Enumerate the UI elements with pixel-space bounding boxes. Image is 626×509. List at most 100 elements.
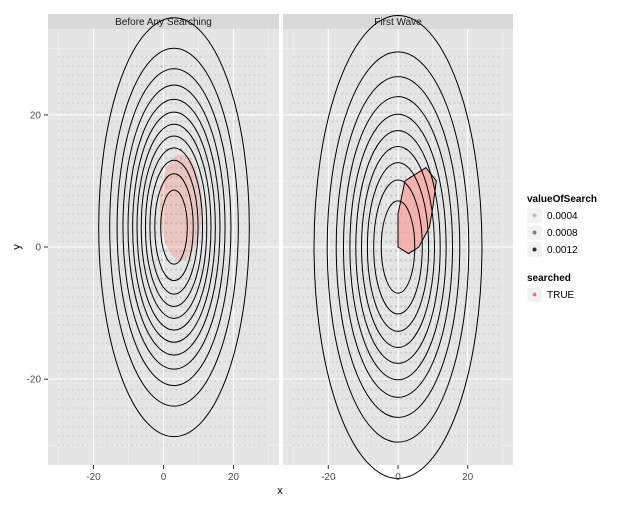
search-point [111,203,114,206]
search-point [458,314,461,317]
search-point [482,407,485,410]
search-point [463,83,466,86]
search-point [424,83,427,86]
search-point [389,379,393,382]
search-point [62,231,65,234]
search-point [463,157,466,160]
search-point [346,407,349,410]
search-point [263,444,266,447]
search-point [428,64,432,68]
search-point [448,74,451,77]
search-point [243,166,246,169]
search-point [472,74,476,77]
search-point [111,194,114,197]
search-point [175,286,178,290]
search-point [477,360,480,364]
search-point [389,259,393,262]
search-point [448,259,451,262]
search-point [321,296,324,299]
search-point [365,157,368,160]
search-point [385,92,388,95]
search-point [135,444,138,447]
search-point [477,296,480,299]
search-point [72,397,75,401]
search-point [350,416,354,419]
search-point [448,370,451,373]
search-point [135,166,138,169]
search-point [170,397,173,401]
search-point [331,379,334,382]
search-point [355,296,358,299]
search-point [101,138,104,142]
search-point [497,111,500,114]
search-point [121,259,124,262]
search-point [453,212,456,216]
search-point [243,268,246,271]
search-point [321,425,324,428]
search-point [321,74,324,77]
search-point [292,64,295,68]
search-point [224,286,227,290]
search-point [209,138,212,142]
search-point [414,64,417,68]
search-point [394,360,398,364]
search-point [399,360,402,364]
search-point [302,259,305,262]
search-point [458,83,461,86]
search-point [292,138,295,142]
search-point [116,92,119,95]
search-point [394,434,398,438]
search-point [72,444,75,447]
search-point [86,314,89,317]
search-point [316,333,319,336]
search-point [253,74,256,77]
search-point [238,240,241,243]
search-point [263,249,266,253]
search-point [350,296,354,299]
search-point [155,277,158,280]
search-point [341,138,344,142]
search-point [238,434,241,438]
search-point [126,194,129,197]
search-point [297,83,300,86]
search-point [448,425,451,428]
search-point [482,175,485,179]
search-point [492,342,495,345]
search-point [350,175,354,179]
search-point [399,407,402,410]
search-point [130,370,134,373]
search-point [438,101,441,105]
search-point [428,268,432,271]
search-point [106,64,109,68]
search-point [336,101,339,105]
search-point [346,434,349,438]
search-point [355,444,358,447]
search-point [116,296,119,299]
search-point [243,407,246,410]
search-point [135,333,138,336]
search-point [243,240,246,243]
search-point [179,416,183,419]
search-point [463,425,466,428]
search-point [311,92,315,95]
search-point [472,92,476,95]
search-point [311,444,315,447]
search-point [341,101,344,105]
search-point [453,203,456,206]
search-point [346,212,349,216]
search-point [414,129,417,132]
search-point [170,370,173,373]
search-point [258,296,261,299]
search-point [155,370,158,373]
search-point [487,360,490,364]
search-point [130,407,134,410]
search-point [145,231,148,234]
search-point [404,351,407,354]
search-point [487,138,490,142]
search-point [145,323,148,327]
search-point [424,277,427,280]
search-point [179,342,183,345]
search-point [140,397,143,401]
search-point [472,323,476,327]
search-point [140,360,143,364]
